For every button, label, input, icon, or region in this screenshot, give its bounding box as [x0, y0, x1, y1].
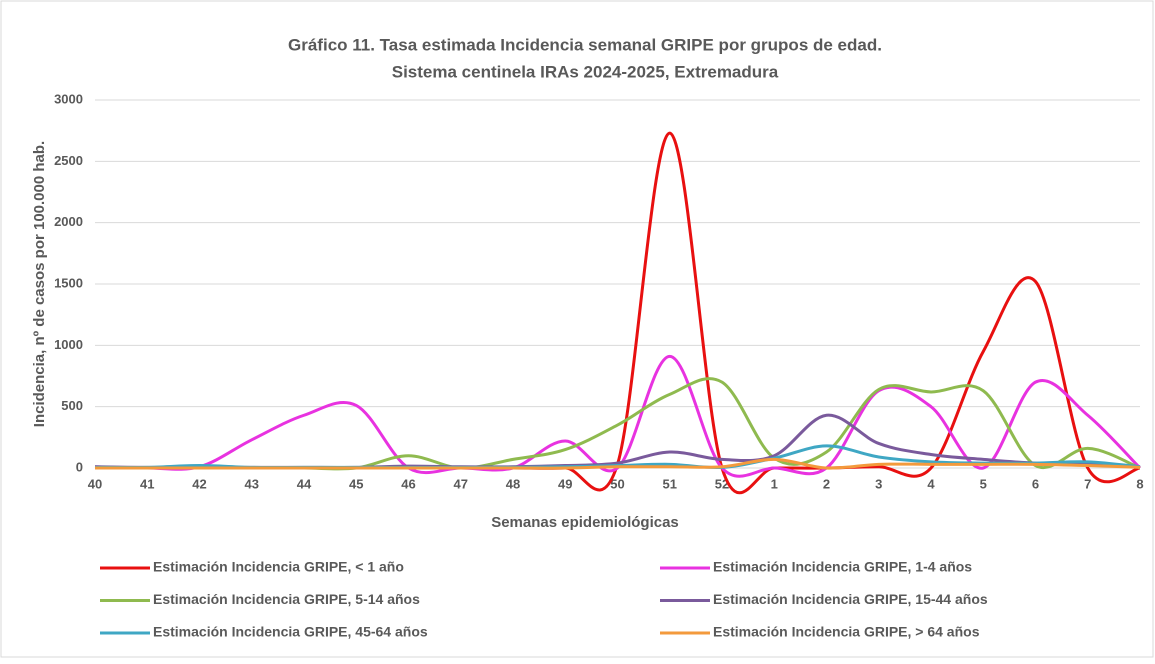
x-tick-label: 41 [140, 476, 154, 491]
x-tick-label: 48 [506, 476, 520, 491]
y-tick-label: 0 [76, 459, 83, 474]
legend-label: Estimación Incidencia GRIPE, > 64 años [713, 624, 980, 640]
x-axis-label: Semanas epidemiológicas [491, 514, 679, 531]
x-tick-label: 47 [454, 476, 468, 491]
y-tick-label: 2500 [54, 153, 83, 168]
x-tick-label: 40 [88, 476, 102, 491]
x-tick-label: 8 [1136, 476, 1143, 491]
x-tick-label: 3 [875, 476, 882, 491]
x-tick-label: 51 [663, 476, 677, 491]
x-tick-label: 6 [1032, 476, 1039, 491]
x-tick-label: 42 [192, 476, 206, 491]
x-tick-label: 43 [245, 476, 259, 491]
chart-title: Gráfico 11. Tasa estimada Incidencia sem… [288, 35, 882, 54]
chart-subtitle: Sistema centinela IRAs 2024-2025, Extrem… [392, 62, 779, 81]
x-tick-label: 50 [610, 476, 624, 491]
legend-label: Estimación Incidencia GRIPE, < 1 año [153, 559, 404, 575]
y-axis-label: Incidencia, nº de casos por 100.000 hab. [31, 141, 48, 427]
y-tick-label: 1000 [54, 337, 83, 352]
legend-label: Estimación Incidencia GRIPE, 45-64 años [153, 624, 428, 640]
x-tick-label: 49 [558, 476, 572, 491]
y-tick-label: 1500 [54, 275, 83, 290]
series-line [94, 354, 1142, 478]
x-tick-label: 44 [297, 476, 312, 491]
x-tick-label: 2 [823, 476, 830, 491]
y-tick-label: 500 [61, 398, 83, 413]
x-tick-label: 5 [980, 476, 987, 491]
legend-label: Estimación Incidencia GRIPE, 1-4 años [713, 559, 972, 575]
x-tick-label: 4 [927, 476, 935, 491]
y-tick-label: 2000 [54, 214, 83, 229]
legend-label: Estimación Incidencia GRIPE, 5-14 años [153, 591, 420, 607]
x-tick-label: 46 [401, 476, 415, 491]
x-tick-label: 1 [771, 476, 778, 491]
x-tick-label: 45 [349, 476, 363, 491]
series-line [95, 457, 1141, 470]
y-tick-label: 3000 [54, 91, 83, 106]
x-tick-label: 7 [1084, 476, 1091, 491]
legend-label: Estimación Incidencia GRIPE, 15-44 años [713, 591, 988, 607]
